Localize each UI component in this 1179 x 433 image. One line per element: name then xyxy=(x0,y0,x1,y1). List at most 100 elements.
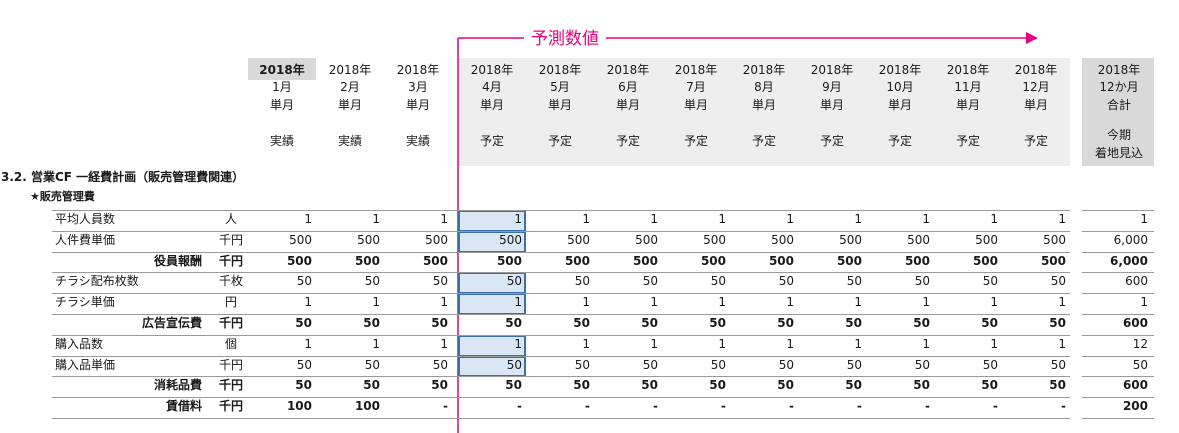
cell-value: 1 xyxy=(854,212,862,226)
column-header-month: 12か月 xyxy=(1099,80,1139,94)
column-header-kind: 単月 xyxy=(479,98,504,112)
cell-value: 50 xyxy=(1050,357,1066,372)
cell-value: 50 xyxy=(295,378,312,393)
forecast-label: 予測数値 xyxy=(524,28,606,50)
section-title: 3.2. 営業CF 一経費計画（販売管理費関連） xyxy=(1,170,245,184)
column-header-status: 予定 xyxy=(615,134,640,148)
cell-value: 1 xyxy=(372,336,380,351)
row-top-border xyxy=(52,355,1070,357)
column-header-month: 10月 xyxy=(886,80,914,94)
column-header-year: 2018年 xyxy=(396,63,440,77)
cell-value: 1 xyxy=(650,212,658,226)
row-top-border-total xyxy=(1082,272,1154,274)
cell-value: 1 xyxy=(304,336,312,351)
cell-value: 50 xyxy=(364,274,380,289)
row-top-border xyxy=(52,334,1070,336)
cell-value: - xyxy=(857,399,862,414)
row-unit: 円 xyxy=(224,295,237,310)
cell-value: 1 xyxy=(854,295,862,310)
row-unit: 千円 xyxy=(218,316,243,330)
cell-value: 500 xyxy=(286,253,312,268)
row-top-border xyxy=(52,397,1070,399)
row-unit: 個 xyxy=(224,336,237,351)
cell-value: 50 xyxy=(913,316,930,330)
column-header-status: 今期 xyxy=(1106,128,1131,142)
cell-value: 500 xyxy=(839,232,862,247)
cell-value: 50 xyxy=(914,274,930,289)
cell-value: 50 xyxy=(506,274,522,289)
cell-value: 50 xyxy=(431,316,448,330)
column-header-month: 3月 xyxy=(408,80,428,94)
cell-value: 50 xyxy=(641,316,658,330)
cell-value: 50 xyxy=(642,274,658,289)
cell-value: 1 xyxy=(786,295,794,310)
row-top-border-total xyxy=(1082,251,1154,253)
cell-value: 600 xyxy=(1125,274,1148,289)
column-header-year: 2018年 xyxy=(259,63,305,77)
cell-value: 600 xyxy=(1122,316,1148,330)
row-top-border-total xyxy=(1082,334,1154,336)
column-header-status: 予定 xyxy=(1023,134,1048,148)
row-top-border-total xyxy=(1082,293,1154,295)
cell-value: 1 xyxy=(990,212,998,226)
header-bg-total xyxy=(1082,58,1154,166)
column-header-month: 8月 xyxy=(754,80,774,94)
cell-value: 50 xyxy=(913,378,930,393)
cell-value: 50 xyxy=(574,274,590,289)
cell-value: 50 xyxy=(641,378,658,393)
cell-value: 500 xyxy=(1040,253,1066,268)
cell-value: 1 xyxy=(440,295,448,310)
cell-value: 1 xyxy=(990,295,998,310)
column-header-year: 2018年 xyxy=(1097,63,1141,77)
cell-value: 1 xyxy=(1140,295,1148,310)
column-header-year: 2018年 xyxy=(742,63,786,77)
cell-value: 50 xyxy=(432,357,448,372)
cell-value: 50 xyxy=(573,378,590,393)
column-header-kind: 単月 xyxy=(683,98,708,112)
cell-value: 500 xyxy=(700,253,726,268)
cell-value: 50 xyxy=(981,316,998,330)
cell-value: 50 xyxy=(709,316,726,330)
cell-value: 500 xyxy=(836,253,862,268)
column-header-month: 7月 xyxy=(686,80,706,94)
column-header-month: 6月 xyxy=(618,80,638,94)
row-label: チラシ単価 xyxy=(55,295,115,310)
cell-value: 1 xyxy=(1058,212,1066,226)
cell-value: 1 xyxy=(514,295,522,310)
row-unit: 千円 xyxy=(218,357,243,372)
cell-value: 100 xyxy=(354,399,380,414)
cell-value: - xyxy=(789,399,794,414)
column-header-kind: 単月 xyxy=(547,98,572,112)
row-top-border-total xyxy=(1082,355,1154,357)
cell-value: 1 xyxy=(854,336,862,351)
cell-value: - xyxy=(585,399,590,414)
column-header-kind: 単月 xyxy=(1023,98,1048,112)
cell-value: 500 xyxy=(496,253,522,268)
row-unit: 千円 xyxy=(218,232,243,247)
cell-value: 500 xyxy=(972,253,998,268)
row-top-border-total xyxy=(1082,230,1154,232)
cell-value: 1 xyxy=(650,295,658,310)
row-top-border xyxy=(52,293,1070,295)
cell-value: - xyxy=(993,399,998,414)
cell-value: 6,000 xyxy=(1110,253,1148,268)
cell-value: 12 xyxy=(1132,336,1148,351)
column-header-year: 2018年 xyxy=(606,63,650,77)
row-top-border xyxy=(52,376,1070,378)
header-bg-forecast xyxy=(458,58,1070,166)
cell-value: 1 xyxy=(582,295,590,310)
row-top-border xyxy=(52,210,1070,211)
cell-value: 1 xyxy=(1058,295,1066,310)
table-bottom-border xyxy=(52,418,1070,419)
cell-value: 1 xyxy=(372,295,380,310)
cell-value: 1 xyxy=(786,212,794,226)
cell-value: 50 xyxy=(574,357,590,372)
cell-value: 500 xyxy=(632,253,658,268)
cell-value: 500 xyxy=(357,232,380,247)
cell-value: 1 xyxy=(650,336,658,351)
cell-value: 100 xyxy=(286,399,312,414)
cell-value: 500 xyxy=(771,232,794,247)
row-top-border-total xyxy=(1082,376,1154,378)
cell-value: - xyxy=(443,399,448,414)
row-top-border-total xyxy=(1082,210,1154,211)
